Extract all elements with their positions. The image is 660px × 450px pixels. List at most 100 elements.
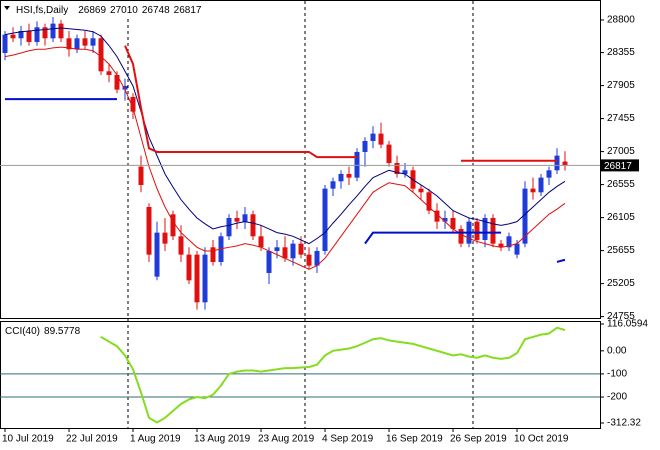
candle-body <box>426 192 432 211</box>
candle-body <box>186 254 192 281</box>
candle-body <box>258 236 264 248</box>
open-value: 26869 <box>78 5 106 16</box>
y-tick-label: 27005 <box>607 146 635 157</box>
indicator-title: CCI(40) <box>5 326 40 337</box>
candle-body <box>18 30 24 39</box>
y-tick-label: -100 <box>607 369 627 380</box>
candle-body <box>554 155 560 171</box>
y-tick-label: 28355 <box>607 47 635 58</box>
x-tick-label: 22 Jul 2019 <box>66 434 118 445</box>
candle-body <box>370 133 376 141</box>
x-tick-label: 26 Sep 2019 <box>450 434 507 445</box>
y-tick-label: 27905 <box>607 80 635 91</box>
candle-body <box>106 71 112 75</box>
y-tick-label: -312.32 <box>607 418 641 429</box>
candle-body <box>202 254 208 303</box>
y-tick-label: 0.00 <box>607 345 627 356</box>
candle-body <box>306 254 312 266</box>
indicator-line <box>4 46 566 270</box>
chart-header: HSI,fs,Daily 26869 27010 26748 26817 <box>16 5 202 16</box>
candle-body <box>362 140 368 152</box>
indicator-line <box>124 45 557 162</box>
header-bg <box>1 1 231 17</box>
y-tick-label: 27455 <box>607 113 635 124</box>
candle-body <box>266 250 272 273</box>
candle-body <box>482 217 488 240</box>
x-tick-label: 4 Sep 2019 <box>322 434 374 445</box>
candle-body <box>378 133 384 145</box>
indicator-header-bg <box>1 323 101 337</box>
indicator-value: 89.5778 <box>44 326 81 337</box>
candle-body <box>178 236 184 255</box>
candle-body <box>562 161 568 166</box>
candle-body <box>522 188 528 244</box>
candle-body <box>10 34 16 39</box>
candle-body <box>514 243 520 255</box>
candle-body <box>26 30 32 42</box>
low-value: 26748 <box>142 5 170 16</box>
candle-body <box>194 254 200 303</box>
candle-body <box>322 188 328 251</box>
collapse-icon[interactable] <box>4 6 10 10</box>
candle-body <box>314 250 320 266</box>
candle-body <box>418 188 424 193</box>
main-panel-frame <box>0 0 601 319</box>
plot-layer <box>0 17 600 424</box>
x-tick-label: 1 Aug 2019 <box>130 434 181 445</box>
y-tick-label: 116.0594 <box>607 319 648 330</box>
candle-body <box>402 170 408 174</box>
candle-body <box>74 38 80 50</box>
candle-body <box>274 247 280 251</box>
candle-body <box>66 38 72 50</box>
candle-body <box>490 217 496 244</box>
indicator-line <box>5 98 566 263</box>
y-tick-label: 26555 <box>607 179 635 190</box>
candle-body <box>354 151 360 178</box>
x-tick-label: 13 Aug 2019 <box>194 434 251 445</box>
x-tick-label: 23 Aug 2019 <box>258 434 315 445</box>
indicator-line <box>4 27 566 245</box>
y-tick-label: 24755 <box>607 311 635 322</box>
candle-body <box>114 74 120 90</box>
candle-body <box>34 27 40 42</box>
candle-body <box>42 27 48 39</box>
x-tick-label: 16 Sep 2019 <box>386 434 443 445</box>
candle-body <box>146 206 152 255</box>
candle-body <box>138 166 144 185</box>
chart-title: HSI,fs,Daily <box>16 5 68 16</box>
high-value: 27010 <box>110 5 138 16</box>
candle-body <box>2 34 8 53</box>
x-tick-label: 10 Oct 2019 <box>514 434 569 445</box>
x-tick-label: 10 Jul 2019 <box>2 434 54 445</box>
candle-body <box>298 243 304 255</box>
candle-body <box>58 23 64 39</box>
candle-body <box>82 38 88 46</box>
candle-body <box>234 217 240 222</box>
candle-body <box>162 232 168 244</box>
candle-body <box>458 228 464 244</box>
candle-body <box>290 243 296 259</box>
current-price-label: 26817 <box>604 161 632 172</box>
candle-body <box>474 221 480 240</box>
candle-body <box>50 23 56 39</box>
candle-body <box>530 188 536 193</box>
close-value: 26817 <box>174 5 202 16</box>
candle-body <box>442 217 448 222</box>
candle-body <box>98 38 104 72</box>
y-tick-label: 26105 <box>607 212 635 223</box>
candle-body <box>394 162 400 174</box>
candle-body <box>122 85 128 90</box>
candle-body <box>506 236 512 248</box>
candle-body <box>154 232 160 277</box>
indicator-header: CCI(40) 89.5778 <box>5 326 81 337</box>
y-tick-label: -200 <box>607 392 627 403</box>
indicator-panel-frame <box>0 321 601 429</box>
candle-body <box>210 247 216 262</box>
candle-body <box>330 181 336 189</box>
indicator-line <box>4 326 566 424</box>
y-tick-label: 25655 <box>607 245 635 256</box>
candle-body <box>450 217 456 229</box>
candle-body <box>538 177 544 193</box>
candle-body <box>282 247 288 259</box>
candle-body <box>90 38 96 46</box>
